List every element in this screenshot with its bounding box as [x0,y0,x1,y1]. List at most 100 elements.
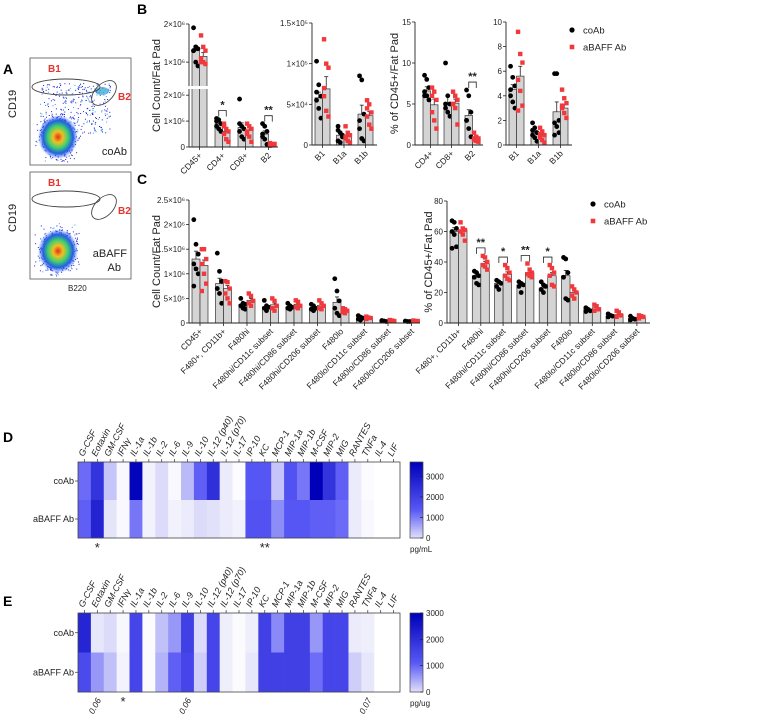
data-point-coab [191,48,196,54]
category-label: B2 [462,148,477,163]
heatmap-cell [374,613,388,653]
colorbar-tick-label: 0 [426,688,431,697]
data-point-abaff [204,256,209,262]
colorbar-segment [410,519,423,522]
heatmap-cell [335,500,349,539]
data-point-abaff [224,126,229,132]
heatmap-cell [142,613,156,653]
colorbar-segment [410,614,423,618]
data-point-abaff [249,139,254,145]
y-tick-label: 1×10⁵ [164,117,185,126]
data-point-abaff [364,106,370,111]
heatmap-cell [142,652,156,693]
data-point-coab [454,226,459,231]
heatmap-cell [258,500,272,539]
data-point-abaff [343,124,348,129]
bar-charts: CD45+ CD4+ CD8+ B2* **01×10⁵2×10⁵1×10⁶2×10⁶C… [151,18,650,392]
colorbar-segment [410,638,423,642]
y-tick-label: 8 [498,43,503,52]
column-label: IL-9 [179,591,195,609]
panel-a-flow-plots: B1 B2 CD19 coAb B1 B2 CD19 aBAFF Ab B220 [7,57,132,293]
data-point-abaff [246,301,251,306]
column-label: IL-6 [167,440,183,458]
colorbar-segment [410,650,423,653]
data-point-coab [191,217,197,223]
data-point-abaff [455,97,460,103]
colorbar-segment [410,492,423,495]
data-point-coab [610,313,615,319]
y-tick-label: 1×10⁶ [164,58,185,67]
data-point-coab [628,317,633,323]
data-point-coab [422,89,427,95]
data-point-abaff [559,105,565,111]
data-point-abaff [537,135,543,140]
data-point-abaff [518,51,523,57]
data-point-abaff [460,232,465,237]
data-point-abaff [432,118,437,123]
data-point-coab [332,276,338,282]
data-point-coab [632,316,638,322]
data-point-abaff [201,44,206,50]
colorbar-tick-label: 1000 [426,662,444,671]
heatmap-cell [219,652,233,693]
data-point-coab [336,298,342,304]
column-label: IL-6 [167,591,183,609]
sample-label-line2: Ab [108,262,121,274]
heatmap-cell [103,500,117,539]
bar-chart-B-percent: CD4+CD8+ B2 ** 0 5 10 15% of CD45+/Fat Pad [389,18,483,171]
data-point-coab [193,266,199,272]
heatmap-cell [245,462,259,501]
y-tick-label: 0 [498,141,503,150]
data-point-coab [219,300,225,306]
data-point-abaff [564,115,569,121]
gate-b1 [31,78,101,96]
data-point-abaff [225,296,230,301]
data-point-abaff [272,298,277,304]
bar-chart-B-b1-percent: B1 B1a B1b 0 2 4 6 8 10 [493,18,572,166]
colorbar-segment [410,515,423,518]
y-axis-label-cd19: CD19 [7,204,19,232]
heatmap-cell [129,500,143,539]
colorbar-segment [410,672,423,675]
colorbar-segment [410,670,423,673]
colorbar-tick-label: 3000 [426,609,444,618]
heatmap-cell [361,613,375,653]
data-point-abaff [559,87,565,92]
data-point-coab [314,97,319,103]
y-tick-label: 40 [434,258,443,267]
data-point-abaff [326,114,331,119]
data-point-coab [424,77,430,82]
p-value-label: 0.07 [357,696,374,716]
gate-label-b1: B1 [48,64,61,75]
heatmap-cell [245,613,259,653]
heatmap-cell [374,462,388,501]
heatmap-cell [322,613,336,653]
heatmap-cell [348,500,362,539]
data-point-abaff [450,89,456,94]
data-point-coab [556,130,562,136]
heatmap-cell [168,500,182,539]
y-tick-label: 4 [498,92,503,101]
data-point-abaff [251,298,256,304]
data-point-abaff [226,129,231,134]
legend-marker-abaff [569,44,575,50]
data-point-coab [466,126,472,131]
colorbar-segment [410,620,423,624]
gate-label-b1: B1 [48,178,61,189]
heatmap-cell [271,500,285,539]
data-point-coab [583,309,589,314]
data-point-abaff [203,61,208,67]
panel-label: A [3,61,13,77]
data-point-abaff [547,262,552,268]
data-point-coab [464,87,469,93]
heatmaps: G-CSFEotaxinGM-CSFIFNγIL-1aIL-1bIL-2IL-6… [33,414,444,715]
data-point-abaff [244,121,250,126]
data-point-abaff [295,306,301,311]
legend-label-abaff: aBAFF Ab [604,217,647,228]
data-point-coab [422,93,427,99]
data-point-abaff [562,110,567,116]
data-point-abaff [549,265,555,271]
data-point-abaff [520,103,525,108]
data-point-coab [195,46,201,52]
